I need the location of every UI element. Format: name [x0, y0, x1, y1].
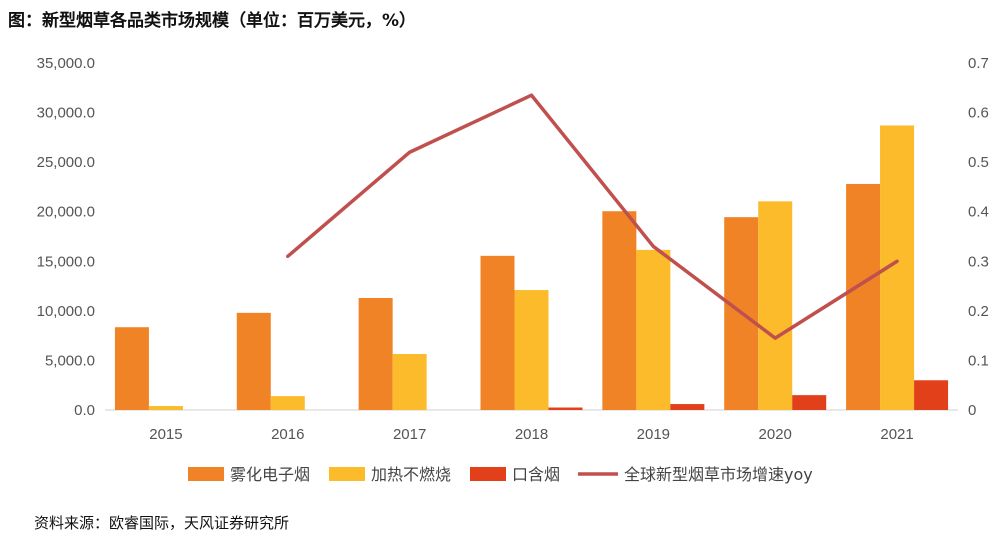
bar: [792, 395, 827, 410]
bar: [846, 183, 881, 410]
y-left-tick-label: 25,000.0: [37, 154, 95, 171]
legend-swatch: [188, 467, 224, 481]
x-tick-label: 2021: [880, 426, 913, 443]
x-tick-label: 2015: [149, 426, 182, 443]
legend-label: 口含烟: [512, 465, 560, 484]
y-right-tick-label: 0: [968, 402, 976, 419]
bars: [114, 125, 949, 411]
legend-label: 全球新型烟草市场增速yoy: [624, 465, 813, 484]
bar: [548, 407, 583, 410]
legend: 雾化电子烟 加热不燃烧 口含烟 全球新型烟草市场增速yoy: [188, 465, 813, 484]
bar: [358, 297, 393, 410]
growth-line-path: [286, 93, 899, 340]
figure-title: 图：新型烟草各品类市场规模（单位：百万美元，%）: [8, 11, 417, 31]
y-right-tick-label: 0.5: [968, 154, 989, 171]
x-axis: 2015 2016 2017 2018 2019 2020 2021: [105, 409, 958, 443]
x-tick-label: 2017: [393, 426, 426, 443]
bar: [392, 353, 427, 410]
x-tick-label: 2016: [271, 426, 304, 443]
bar: [148, 406, 183, 410]
x-tick-label: 2018: [515, 426, 548, 443]
bar: [236, 312, 271, 410]
y-left-tick-label: 30,000.0: [37, 105, 95, 122]
legend-swatch: [470, 467, 506, 481]
legend-label: 加热不燃烧: [371, 465, 451, 484]
y-right-tick-label: 0.2: [968, 303, 989, 320]
y-right-tick-label: 0.3: [968, 253, 989, 270]
y-left-tick-label: 10,000.0: [37, 303, 95, 320]
y-left-tick-label: 15,000.0: [37, 253, 95, 270]
bar: [758, 201, 793, 410]
y-right-tick-label: 0.4: [968, 204, 989, 221]
x-tick-label: 2020: [759, 426, 792, 443]
bar: [670, 404, 705, 410]
legend-label: 雾化电子烟: [230, 465, 310, 484]
y-left-tick-label: 0.0: [74, 402, 95, 419]
growth-line: [286, 93, 899, 340]
x-tick-label: 2019: [637, 426, 670, 443]
y-right-tick-label: 0.6: [968, 105, 989, 122]
y-right-tick-label: 0.1: [968, 352, 989, 369]
bar: [270, 396, 305, 410]
legend-swatch: [329, 467, 365, 481]
y-right-tick-label: 0.7: [968, 55, 989, 72]
bar: [514, 290, 549, 410]
y-axis-left: 0.0 5,000.0 10,000.0 15,000.0 20,000.0 25,000…: [37, 55, 95, 419]
y-axis-right: 0 0.1 0.2 0.3 0.4 0.5 0.6 0.7: [968, 55, 989, 419]
y-left-tick-label: 35,000.0: [37, 55, 95, 72]
bar: [602, 211, 637, 410]
source-note: 资料来源：欧睿国际，天风证券研究所: [34, 514, 290, 532]
bar: [480, 255, 515, 410]
bar: [636, 249, 671, 410]
bar: [914, 380, 949, 410]
y-left-tick-label: 5,000.0: [45, 352, 95, 369]
y-left-tick-label: 20,000.0: [37, 204, 95, 221]
bar: [114, 327, 149, 410]
